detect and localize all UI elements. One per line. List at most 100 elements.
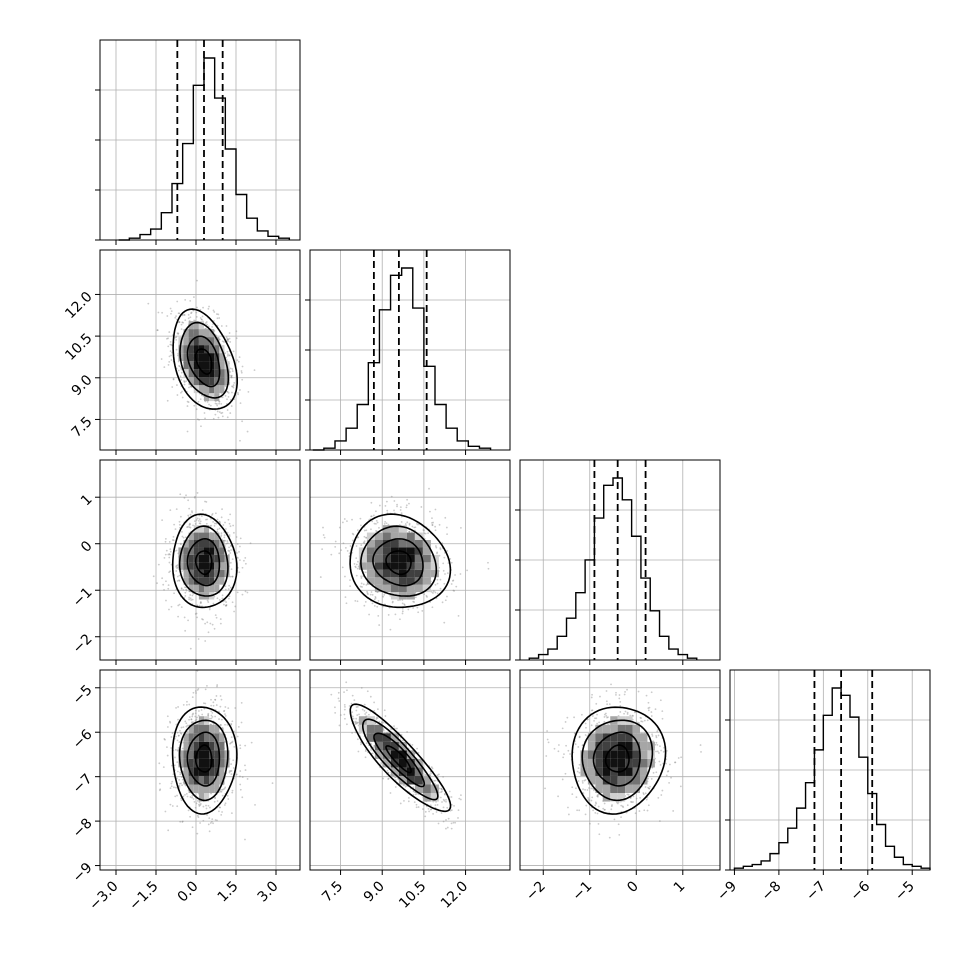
density-cell [422, 554, 431, 563]
scatter-point [229, 586, 232, 589]
scatter-point [349, 545, 352, 547]
density-cell [193, 741, 199, 751]
scatter-point [487, 567, 490, 570]
scatter-point [176, 731, 179, 734]
scatter-point [430, 591, 433, 593]
scatter-point [230, 568, 233, 571]
scatter-point [231, 720, 234, 723]
density-cell [219, 369, 225, 378]
scatter-point [201, 315, 204, 318]
scatter-point [441, 790, 443, 793]
scatter-point [171, 732, 174, 735]
scatter-point [386, 509, 389, 512]
scatter-point [211, 715, 214, 718]
scatter-point [169, 787, 172, 790]
scatter-point [226, 390, 229, 393]
scatter-point [188, 598, 191, 601]
scatter-point [168, 360, 171, 363]
scatter-point [407, 800, 410, 803]
scatter-point [403, 603, 406, 606]
scatter-point [176, 300, 179, 303]
scatter-point [170, 312, 172, 315]
y-tick-label: −1 [70, 585, 96, 611]
scatter-point [224, 715, 227, 717]
density-cell [183, 337, 189, 346]
scatter-point [178, 321, 181, 324]
density-cell [422, 577, 431, 585]
scatter-point [241, 378, 244, 381]
scatter-point [229, 525, 232, 528]
density-cell [188, 377, 194, 386]
scatter-point [223, 534, 226, 537]
scatter-point [430, 772, 432, 775]
scatter-point [239, 537, 242, 540]
y-tick-label: 1 [78, 492, 96, 510]
scatter-point [213, 522, 216, 525]
density-cell [183, 345, 189, 354]
scatter-point [175, 706, 177, 709]
scatter-point [228, 595, 231, 598]
scatter-point [439, 578, 442, 581]
scatter-point [459, 798, 462, 801]
scatter-point [207, 631, 210, 634]
scatter-point [220, 813, 223, 816]
scatter-point [437, 822, 440, 825]
scatter-point [453, 804, 455, 807]
scatter-point [401, 602, 404, 605]
scatter-point [226, 794, 229, 797]
scatter-point [355, 717, 358, 720]
scatter-point [228, 534, 231, 536]
density-cell [209, 353, 215, 362]
scatter-point [216, 800, 219, 802]
scatter-point [196, 279, 198, 282]
scatter-point [342, 542, 345, 545]
scatter-point [219, 622, 222, 625]
scatter-point [174, 795, 177, 798]
scatter-point [191, 715, 194, 718]
density-cell [198, 369, 204, 378]
scatter-point [171, 539, 174, 541]
scatter-point [399, 618, 401, 621]
scatter-point [341, 521, 344, 524]
scatter-point [459, 573, 462, 575]
scatter-point [221, 411, 224, 414]
scatter-point [158, 789, 161, 792]
scatter-point [238, 356, 241, 359]
scatter-point [407, 608, 410, 611]
scatter-point [219, 705, 222, 708]
scatter-point [355, 545, 358, 547]
scatter-point [167, 553, 170, 556]
scatter-point [209, 404, 212, 407]
scatter-point [375, 529, 377, 532]
scatter-point [396, 505, 398, 508]
scatter-point [401, 612, 404, 615]
scatter-point [436, 582, 439, 585]
scatter-point [234, 605, 237, 608]
scatter-point [198, 710, 200, 712]
scatter-point [363, 535, 366, 538]
scatter-point [343, 713, 346, 716]
scatter-point [168, 556, 171, 559]
scatter-point [195, 519, 198, 521]
scatter-point [220, 412, 223, 415]
scatter-point [205, 501, 208, 503]
scatter-point [210, 704, 213, 707]
scatter-point [213, 524, 216, 527]
scatter-point [363, 709, 366, 712]
scatter-point [227, 353, 229, 356]
scatter-point [365, 711, 368, 714]
scatter-point [377, 614, 380, 617]
scatter-point [229, 742, 231, 745]
density-cell [214, 361, 220, 370]
scatter-point [181, 778, 184, 781]
scatter-point [194, 712, 197, 715]
panel-frame [309, 249, 511, 451]
scatter-point [174, 316, 177, 319]
scatter-point [236, 557, 239, 559]
scatter-point [223, 603, 225, 606]
scatter-point [186, 700, 188, 703]
scatter-point [194, 613, 197, 615]
scatter-point [186, 400, 189, 403]
density-cell [204, 540, 210, 548]
scatter-point [224, 585, 227, 588]
